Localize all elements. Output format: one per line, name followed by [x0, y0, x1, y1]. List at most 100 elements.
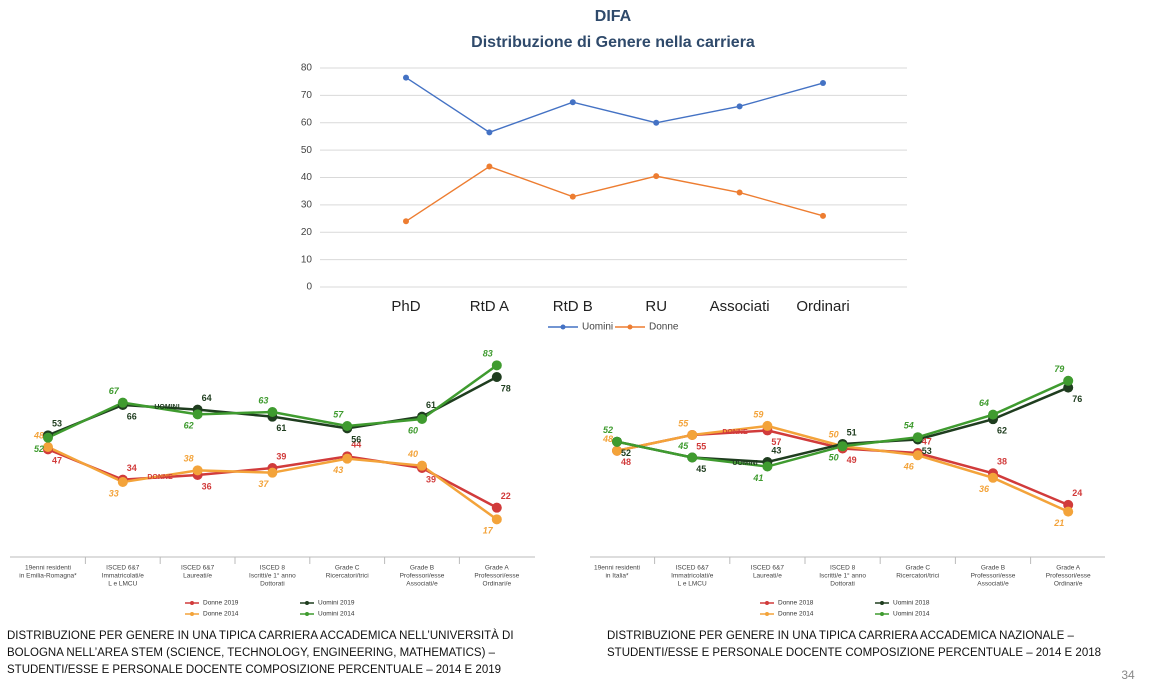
x-tick-label: Grade C [906, 565, 931, 572]
series-line [405, 76, 824, 134]
data-label: 52 [621, 448, 631, 458]
data-label: 62 [184, 421, 194, 431]
x-tick-label: ISCED 6&7 [106, 565, 140, 572]
data-point [612, 436, 622, 447]
x-tick-label: in Emilia-Romagna* [19, 573, 77, 580]
x-tick-label: Associati [710, 298, 770, 315]
legend-marker [305, 612, 309, 616]
data-label: 78 [501, 383, 511, 393]
data-point [653, 119, 660, 126]
annotation: DONNE [722, 429, 748, 436]
x-tick-label: Immatricolati/e [671, 573, 714, 580]
data-point [342, 453, 353, 464]
data-point [988, 409, 998, 420]
x-tick-label: Grade B [981, 565, 1005, 572]
y-tick-label: 20 [301, 227, 313, 238]
chart-subtitle: Distribuzione di Genere nella carriera [471, 34, 755, 51]
data-label: 57 [333, 409, 344, 419]
data-label: 61 [276, 423, 286, 433]
data-point [912, 450, 923, 461]
y-tick-label: 50 [301, 145, 313, 156]
x-tick-label: Laureati/e [753, 573, 782, 580]
y-tick-label: 40 [301, 172, 313, 183]
data-label: 39 [426, 474, 436, 484]
data-point [1063, 506, 1074, 517]
data-label: 45 [696, 464, 706, 474]
x-tick-label: Associati/e [977, 581, 1009, 588]
x-tick-label: Associati/e [406, 581, 438, 588]
data-label: 50 [829, 430, 839, 440]
x-tick-label: Grade C [335, 565, 360, 572]
data-label: 47 [52, 456, 62, 466]
y-tick-label: 30 [301, 200, 313, 211]
data-label: 40 [407, 449, 418, 459]
data-label: 43 [771, 445, 781, 455]
x-tick-label: 19enni residenti [25, 565, 71, 572]
annotation: DONNE [147, 474, 173, 481]
x-tick-label: ISCED 6&7 [676, 565, 710, 572]
data-label: 41 [752, 473, 763, 483]
data-point [43, 442, 53, 452]
data-point [192, 409, 203, 420]
data-point [736, 189, 743, 196]
x-tick-label: RU [645, 298, 667, 315]
data-label: 38 [184, 454, 194, 464]
data-point [192, 465, 203, 476]
page-number: 34 [1121, 668, 1135, 682]
x-tick-label: Grade A [1056, 565, 1081, 572]
data-label: 37 [258, 479, 269, 489]
caption: DISTRIBUZIONE PER GENERE IN UNA TIPICA C… [607, 630, 1075, 642]
data-point [569, 193, 576, 200]
data-point [912, 432, 923, 443]
data-point [267, 407, 278, 417]
x-tick-label: ISCED 8 [830, 565, 856, 572]
data-label: 83 [483, 349, 493, 359]
y-tick-label: 70 [301, 90, 313, 101]
x-tick-label: Ricercatori/trici [326, 573, 369, 580]
legend-marker [627, 324, 633, 330]
data-point [417, 460, 427, 471]
data-label: 47 [922, 436, 932, 446]
data-label: 24 [1072, 488, 1082, 498]
data-label: 43 [332, 465, 343, 475]
data-label: 36 [202, 481, 212, 491]
caption: STUDENTI/ESSE E PERSONALE DOCENTE COMPOS… [7, 664, 501, 676]
data-point [417, 414, 427, 424]
data-label: 55 [696, 441, 706, 451]
data-point [687, 452, 698, 463]
legend-label: Uomini [582, 322, 613, 333]
legend-label: Donne 2019 [203, 600, 239, 607]
data-label: 38 [997, 457, 1007, 467]
data-label: 39 [276, 451, 286, 461]
x-tick-label: ISCED 6&7 [181, 565, 215, 572]
legend-label: Donne 2014 [203, 611, 239, 618]
caption: STUDENTI/ESSE E PERSONALE DOCENTE COMPOS… [607, 647, 1101, 659]
x-tick-label: L e LMCU [678, 581, 707, 588]
data-label: 36 [979, 484, 990, 494]
legend-label: Uomini 2018 [893, 600, 930, 607]
legend-label: Donne 2018 [778, 600, 814, 607]
data-label: 17 [483, 526, 494, 536]
x-tick-label: Professori/esse [474, 573, 519, 580]
legend-marker [190, 601, 194, 605]
data-point [486, 163, 493, 170]
data-point [820, 80, 826, 87]
data-point [403, 218, 409, 225]
data-label: 79 [1054, 364, 1064, 374]
x-tick-label: Immatricolati/e [102, 573, 145, 580]
legend-marker [765, 601, 769, 605]
data-point [736, 103, 743, 110]
caption: DISTRIBUZIONE PER GENERE IN UNA TIPICA C… [7, 629, 514, 642]
data-point [762, 420, 773, 431]
data-label: 64 [202, 393, 212, 403]
x-tick-label: Dottorati [260, 581, 285, 588]
legend-marker [560, 324, 566, 330]
data-label: 66 [127, 411, 137, 421]
caption: BOLOGNA NELL’AREA STEM (SCIENCE, TECHNOL… [7, 647, 496, 659]
x-tick-label: Professori/esse [971, 573, 1016, 580]
data-point [837, 441, 848, 452]
data-point [491, 502, 502, 513]
data-point [687, 429, 698, 440]
